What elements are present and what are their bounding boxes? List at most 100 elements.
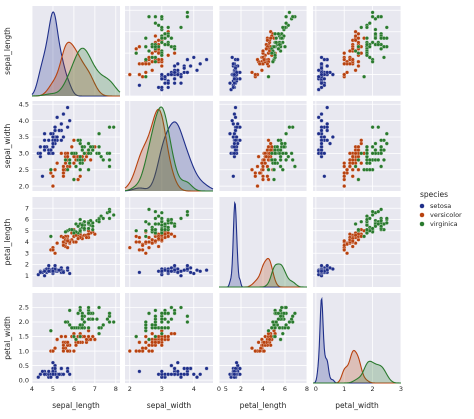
point-versicolor [356, 40, 361, 45]
point-virginica [166, 325, 171, 330]
point-versicolor [265, 174, 270, 179]
point-virginica [159, 325, 164, 330]
point-virginica [379, 164, 384, 169]
point-virginica [65, 167, 70, 172]
point-versicolor [67, 164, 72, 169]
point-virginica [150, 323, 155, 327]
panel-sepal_length-vs-sepal_width [125, 6, 213, 97]
point-setosa [67, 372, 72, 377]
point-setosa [204, 268, 209, 273]
point-virginica [159, 320, 164, 324]
panel-sepal_length-vs-sepal_length [31, 6, 121, 97]
point-setosa [55, 115, 60, 120]
point-virginica [63, 157, 68, 162]
point-virginica [169, 44, 174, 49]
kde-fill-virginica [32, 48, 120, 96]
point-virginica [97, 305, 101, 310]
point-virginica [274, 40, 279, 45]
point-virginica [90, 227, 95, 232]
point-setosa [42, 138, 47, 143]
point-virginica [290, 320, 295, 324]
point-setosa [166, 269, 171, 274]
point-virginica [367, 157, 372, 162]
point-versicolor [76, 177, 81, 182]
point-setosa [328, 141, 332, 146]
point-versicolor [269, 144, 274, 149]
point-virginica [101, 157, 106, 162]
panel-petal_width-vs-petal_width [312, 293, 402, 384]
point-setosa [237, 76, 242, 81]
point-virginica [169, 36, 174, 41]
point-versicolor [261, 49, 265, 53]
point-setosa [169, 363, 174, 368]
point-virginica [153, 308, 158, 313]
panel-petal_width-vs-sepal_length [31, 293, 120, 383]
point-virginica [86, 325, 91, 330]
point-versicolor [256, 154, 261, 159]
point-setosa [175, 267, 180, 271]
point-setosa [234, 360, 239, 365]
point-setosa [316, 74, 321, 79]
point-virginica [273, 157, 278, 162]
point-virginica [172, 224, 177, 229]
point-virginica [156, 23, 161, 28]
legend-marker-versicolor [419, 212, 425, 218]
point-setosa [228, 81, 232, 86]
point-versicolor [53, 167, 57, 172]
point-virginica [356, 44, 361, 49]
point-virginica [153, 227, 158, 232]
x-tick-label: 0 [217, 385, 221, 393]
point-versicolor [261, 167, 265, 172]
point-versicolor [262, 157, 267, 162]
point-virginica [166, 218, 171, 223]
point-virginica [78, 217, 83, 222]
point-setosa [237, 366, 242, 371]
point-versicolor [59, 151, 64, 156]
point-versicolor [347, 49, 352, 53]
point-versicolor [90, 334, 95, 339]
point-setosa [38, 372, 43, 377]
point-virginica [172, 46, 177, 51]
point-versicolor [143, 61, 148, 66]
point-virginica [359, 219, 364, 224]
point-setosa [325, 138, 330, 143]
point-versicolor [153, 34, 158, 38]
point-virginica [169, 305, 174, 310]
point-virginica [279, 36, 284, 41]
point-virginica [290, 14, 295, 19]
point-virginica [172, 311, 177, 316]
point-versicolor [51, 247, 55, 252]
point-virginica [370, 40, 375, 45]
point-setosa [232, 141, 237, 146]
point-versicolor [356, 144, 361, 149]
point-setosa [48, 148, 53, 153]
point-setosa [232, 81, 237, 86]
x-tick-label: 4 [261, 385, 265, 393]
point-virginica [365, 227, 369, 232]
point-setosa [156, 85, 161, 90]
point-versicolor [156, 38, 161, 43]
point-virginica [365, 36, 369, 41]
point-setosa [159, 76, 164, 81]
point-virginica [163, 31, 167, 36]
x-tick-label: 7 [93, 385, 97, 393]
point-versicolor [342, 184, 347, 189]
point-versicolor [71, 154, 76, 159]
point-setosa [172, 70, 177, 75]
point-virginica [48, 167, 53, 172]
point-setosa [175, 68, 180, 73]
point-virginica [376, 42, 381, 47]
point-virginica [365, 25, 369, 30]
point-virginica [153, 21, 158, 26]
point-versicolor [76, 236, 81, 241]
point-setosa [59, 366, 64, 371]
point-virginica [159, 223, 164, 228]
point-virginica [86, 167, 91, 172]
point-versicolor [51, 184, 55, 189]
point-versicolor [140, 247, 145, 252]
panel-sepal_length-vs-petal_width [313, 6, 402, 97]
x-tick-label: 3 [399, 385, 403, 393]
point-versicolor [143, 334, 148, 339]
point-virginica [379, 36, 384, 41]
